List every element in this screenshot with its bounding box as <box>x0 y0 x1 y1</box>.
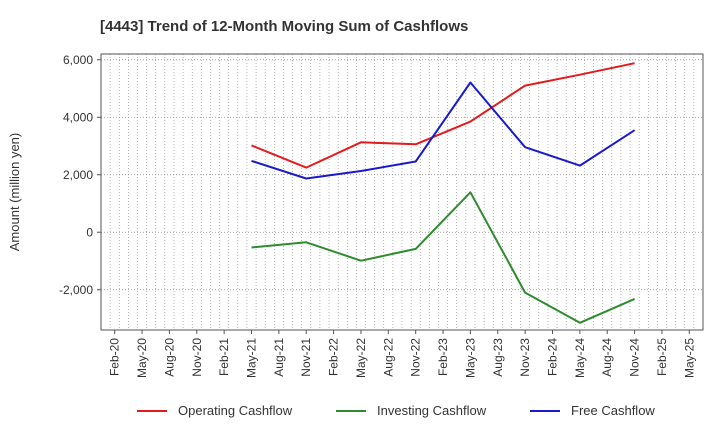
x-tick-label: Aug-24 <box>600 338 614 377</box>
y-tick-label: -2,000 <box>59 283 93 297</box>
x-tick-label: May-23 <box>463 338 477 378</box>
x-tick-label: May-25 <box>682 338 696 378</box>
y-axis-title: Amount (million yen) <box>7 133 22 252</box>
x-tick-label: May-24 <box>573 338 587 378</box>
x-tick-label: May-22 <box>354 338 368 378</box>
legend-label: Investing Cashflow <box>377 403 487 418</box>
plot-frame <box>100 53 704 331</box>
x-tick-label: Feb-22 <box>327 338 341 376</box>
legend-label: Free Cashflow <box>571 403 655 418</box>
series-line <box>251 81 636 180</box>
x-tick-label: May-20 <box>135 338 149 378</box>
x-tick-label: Nov-22 <box>409 338 423 377</box>
y-tick-label: 4,000 <box>63 110 93 124</box>
x-axis: Feb-20 May-20 Aug-20 Nov-20 Feb-21 May-21 Aug-… <box>108 330 696 378</box>
y-tick-label: 6,000 <box>63 53 93 67</box>
x-tick-label: Aug-20 <box>162 338 176 377</box>
x-tick-label: May-21 <box>245 338 259 378</box>
y-tick-label: 0 <box>86 225 93 239</box>
legend: Operating Cashflow Investing Cashflow Free… <box>137 403 655 418</box>
series-line <box>251 191 636 324</box>
x-tick-label: Feb-20 <box>108 338 122 376</box>
x-tick-label: Feb-24 <box>546 338 560 376</box>
y-tick-label: 2,000 <box>63 168 93 182</box>
chart-title: [4443] Trend of 12-Month Moving Sum of C… <box>100 18 468 35</box>
x-tick-label: Feb-21 <box>217 338 231 376</box>
x-tick-label: Aug-23 <box>491 338 505 377</box>
x-tick-label: Feb-23 <box>436 338 450 376</box>
series-layer <box>251 62 636 324</box>
grid <box>100 54 704 330</box>
series-line <box>251 62 635 169</box>
x-tick-label: Nov-20 <box>190 338 204 377</box>
x-tick-label: Feb-25 <box>655 338 669 376</box>
x-tick-label: Aug-22 <box>381 338 395 377</box>
y-axis: 6,000 4,000 2,000 0 -2,000 <box>59 53 101 297</box>
x-tick-label: Nov-24 <box>628 338 642 377</box>
x-tick-label: Aug-21 <box>272 338 286 377</box>
x-tick-label: Nov-23 <box>518 338 532 377</box>
legend-label: Operating Cashflow <box>178 403 293 418</box>
x-tick-label: Nov-21 <box>299 338 313 377</box>
